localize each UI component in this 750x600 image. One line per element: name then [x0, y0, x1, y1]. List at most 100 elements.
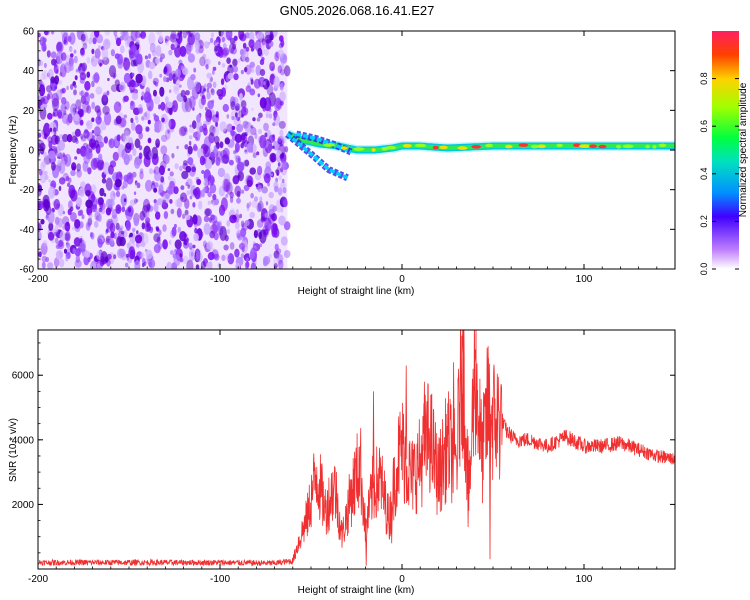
noise-blob: [199, 56, 206, 67]
noise-blob: [84, 80, 91, 91]
noise-blob: [238, 31, 245, 40]
noise-blob: [189, 124, 192, 128]
noise-blob: [38, 84, 46, 97]
noise-blob: [84, 250, 91, 258]
top-y-tick-label: 60: [23, 27, 35, 38]
noise-blob: [237, 170, 244, 182]
noise-blob: [236, 232, 241, 239]
noise-blob: [78, 63, 86, 75]
noise-blob: [257, 93, 261, 98]
noise-blob: [237, 157, 241, 163]
noise-blob: [145, 249, 153, 260]
noise-blob: [149, 168, 154, 175]
ridge-hotspot: [457, 146, 468, 150]
top-y-label: Frequency (Hz): [8, 116, 19, 185]
top-x-axis: -200 -100 0 100: [28, 31, 676, 285]
noise-blob: [70, 189, 78, 202]
noise-blob: [94, 140, 100, 149]
noise-blob: [222, 178, 229, 192]
noise-blob: [279, 83, 284, 91]
noise-blob: [174, 74, 181, 86]
noise-blob: [124, 142, 132, 154]
noise-blob: [82, 100, 90, 113]
noise-blob: [123, 57, 131, 71]
noise-blob: [249, 88, 256, 96]
noise-blob: [123, 198, 127, 203]
colorbar-gradient: [712, 31, 739, 269]
noise-blob: [92, 73, 100, 83]
noise-blob: [115, 222, 120, 231]
noise-blob: [50, 76, 56, 84]
noise-blob: [38, 222, 42, 232]
noise-blob: [273, 116, 277, 121]
noise-blob: [62, 152, 65, 158]
noise-blob: [163, 66, 168, 73]
noise-blob: [271, 145, 275, 149]
noise-blob: [244, 149, 248, 153]
noise-blob: [250, 47, 254, 52]
noise-blob: [248, 39, 255, 49]
noise-blob: [169, 250, 174, 255]
noise-blob: [86, 56, 91, 64]
noise-blob: [240, 189, 245, 194]
noise-blob: [185, 181, 189, 187]
noise-blob: [191, 166, 197, 173]
noise-blob: [153, 169, 156, 174]
noise-blob: [180, 185, 185, 191]
noise-blob: [42, 70, 49, 80]
noise-blob: [86, 205, 93, 216]
noise-blob: [168, 240, 172, 245]
noise-blob: [109, 238, 115, 246]
noise-blob: [191, 120, 197, 129]
noise-blob: [231, 125, 236, 131]
noise-blob: [169, 33, 177, 43]
noise-blob: [142, 198, 151, 212]
noise-blob: [136, 53, 143, 65]
noise-blob: [256, 34, 260, 40]
noise-blob: [236, 197, 241, 204]
noise-blob: [156, 31, 163, 36]
noise-blob: [74, 248, 81, 257]
noise-blob: [77, 106, 81, 111]
noise-blob: [273, 257, 280, 266]
noise-blob: [282, 187, 287, 194]
noise-blob: [74, 137, 79, 143]
noise-blob: [159, 86, 165, 97]
noise-blob: [144, 125, 150, 133]
noise-blob: [270, 173, 273, 177]
noise-blob: [163, 76, 167, 83]
snr-panel: -200 -100 0 100 2000 4000 6000 Height of stra…: [8, 329, 676, 596]
noise-blob: [252, 117, 256, 122]
noise-blob: [117, 248, 125, 259]
noise-blob: [278, 175, 282, 181]
noise-blob: [158, 104, 161, 110]
noise-blob: [226, 220, 230, 227]
noise-blob: [135, 234, 143, 244]
noise-blob: [265, 161, 272, 170]
noise-blob: [145, 217, 151, 224]
noise-blob: [212, 126, 216, 133]
noise-blob: [210, 88, 215, 96]
noise-blob: [169, 171, 174, 177]
noise-blob: [38, 251, 42, 258]
noise-blob: [131, 45, 137, 53]
noise-blob: [145, 179, 153, 192]
noise-blob: [195, 120, 202, 131]
noise-blob: [163, 154, 170, 165]
noise-blob: [79, 119, 84, 126]
noise-blob: [244, 219, 250, 227]
noise-blob: [177, 226, 182, 233]
noise-blob: [104, 31, 111, 36]
top-x-tick-label: 0: [399, 274, 405, 285]
noise-blob: [105, 177, 113, 191]
noise-blob: [54, 224, 59, 233]
noise-blob: [48, 150, 56, 160]
noise-blob: [250, 125, 254, 129]
noise-blob: [134, 181, 141, 189]
noise-blob: [38, 231, 42, 241]
noise-blob: [87, 167, 92, 175]
noise-blob: [140, 252, 145, 259]
noise-blob: [207, 191, 212, 198]
noise-blob: [194, 41, 200, 50]
noise-blob: [119, 84, 125, 91]
